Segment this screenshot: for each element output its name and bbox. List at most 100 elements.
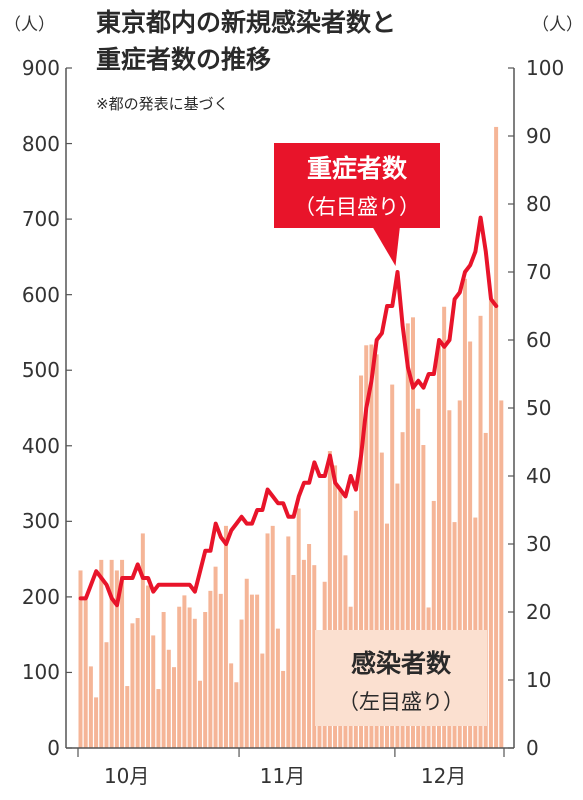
chart-title-line1: 東京都内の新規感染者数と xyxy=(96,8,397,37)
left-tick-label: 800 xyxy=(21,131,60,156)
case-bar xyxy=(270,525,275,748)
cases-callout-title: 感染者数 xyxy=(350,649,451,678)
left-tick-label: 300 xyxy=(21,509,60,534)
case-bar xyxy=(182,595,187,748)
left-tick-label: 0 xyxy=(47,736,60,760)
case-bar xyxy=(260,653,265,748)
case-bar xyxy=(120,559,125,748)
case-bar xyxy=(78,570,83,748)
case-bar xyxy=(333,465,338,748)
case-bar xyxy=(218,593,223,748)
case-bar xyxy=(291,574,296,748)
case-bar xyxy=(187,607,192,748)
case-bar xyxy=(312,565,317,748)
case-bar xyxy=(125,686,130,748)
case-bar xyxy=(99,559,104,748)
case-bar xyxy=(275,628,280,748)
right-tick-label: 0 xyxy=(526,736,539,760)
x-tick-label: 11月 xyxy=(259,764,306,788)
case-bar xyxy=(146,585,151,748)
x-tick-label: 12月 xyxy=(420,764,467,788)
cases-callout-axis-note: （左目盛り） xyxy=(338,690,464,714)
severe-callout-title: 重症者数 xyxy=(306,154,407,183)
case-bar xyxy=(83,599,88,748)
case-bar xyxy=(172,667,177,748)
case-bar xyxy=(307,544,312,748)
case-bar xyxy=(130,623,135,748)
left-tick-label: 100 xyxy=(21,660,60,685)
left-tick-label: 900 xyxy=(21,56,60,80)
right-tick-label: 10 xyxy=(526,668,552,692)
case-bar xyxy=(327,451,332,748)
right-tick-label: 40 xyxy=(526,464,552,488)
case-bar xyxy=(88,666,93,748)
right-tick-label: 80 xyxy=(526,192,552,216)
case-bar xyxy=(296,508,301,748)
case-bar xyxy=(239,619,244,748)
case-bar xyxy=(400,432,405,748)
case-bar xyxy=(301,559,306,748)
right-tick-label: 70 xyxy=(526,260,552,284)
case-bar xyxy=(229,663,234,748)
case-bar xyxy=(359,375,364,748)
case-bar xyxy=(177,606,182,748)
case-bar xyxy=(405,323,410,748)
case-bar xyxy=(281,670,286,748)
severe-callout-axis-note: （右目盛り） xyxy=(294,195,420,219)
case-bar xyxy=(234,682,239,748)
left-tick-label: 600 xyxy=(21,282,60,307)
case-bar xyxy=(395,483,400,748)
right-tick-label: 90 xyxy=(526,124,552,148)
case-bar xyxy=(494,126,499,748)
case-bar xyxy=(213,566,218,748)
case-bar xyxy=(156,689,161,748)
case-bar xyxy=(135,618,140,748)
case-bar xyxy=(197,680,202,748)
case-bar xyxy=(374,354,379,748)
right-tick-label: 100 xyxy=(526,56,565,80)
case-bar xyxy=(478,315,483,748)
case-bar xyxy=(410,317,415,748)
case-bar xyxy=(499,400,504,748)
case-bar xyxy=(488,300,493,748)
chart-title-line2: 重症者数の推移 xyxy=(96,45,272,74)
case-bar xyxy=(166,649,171,748)
case-bar xyxy=(223,525,228,748)
case-bar xyxy=(94,697,99,748)
left-tick-label: 500 xyxy=(21,358,60,383)
x-tick-label: 10月 xyxy=(103,764,150,788)
right-tick-label: 60 xyxy=(526,328,552,352)
case-bar xyxy=(104,642,109,748)
case-bar xyxy=(416,408,421,748)
case-bar xyxy=(379,452,384,748)
case-bar xyxy=(338,490,343,748)
case-bar xyxy=(208,590,213,748)
case-bar xyxy=(390,384,395,748)
case-bar xyxy=(431,500,436,748)
case-bar xyxy=(442,306,447,748)
severe-line xyxy=(78,215,499,608)
case-bar xyxy=(468,341,473,748)
case-bar xyxy=(109,559,114,748)
case-bar xyxy=(483,432,488,748)
case-bar xyxy=(462,278,467,748)
severe-callout-pointer xyxy=(372,226,400,266)
case-bar xyxy=(255,594,260,748)
case-bar xyxy=(364,345,369,748)
case-bar xyxy=(447,410,452,748)
left-tick-label: 200 xyxy=(21,584,60,609)
case-bar xyxy=(286,536,291,748)
severe-callout: 重症者数 （右目盛り） xyxy=(274,143,440,228)
case-bar xyxy=(457,400,462,748)
case-bar xyxy=(436,346,441,748)
right-tick-label: 30 xyxy=(526,532,552,556)
right-axis-unit: （人） xyxy=(532,15,583,35)
right-tick-label: 20 xyxy=(526,600,552,624)
right-tick-label: 50 xyxy=(526,396,552,420)
left-tick-label: 400 xyxy=(21,433,60,458)
case-bar xyxy=(244,578,249,748)
case-bar xyxy=(161,612,166,748)
case-bar xyxy=(265,533,270,748)
case-bar xyxy=(369,344,374,748)
